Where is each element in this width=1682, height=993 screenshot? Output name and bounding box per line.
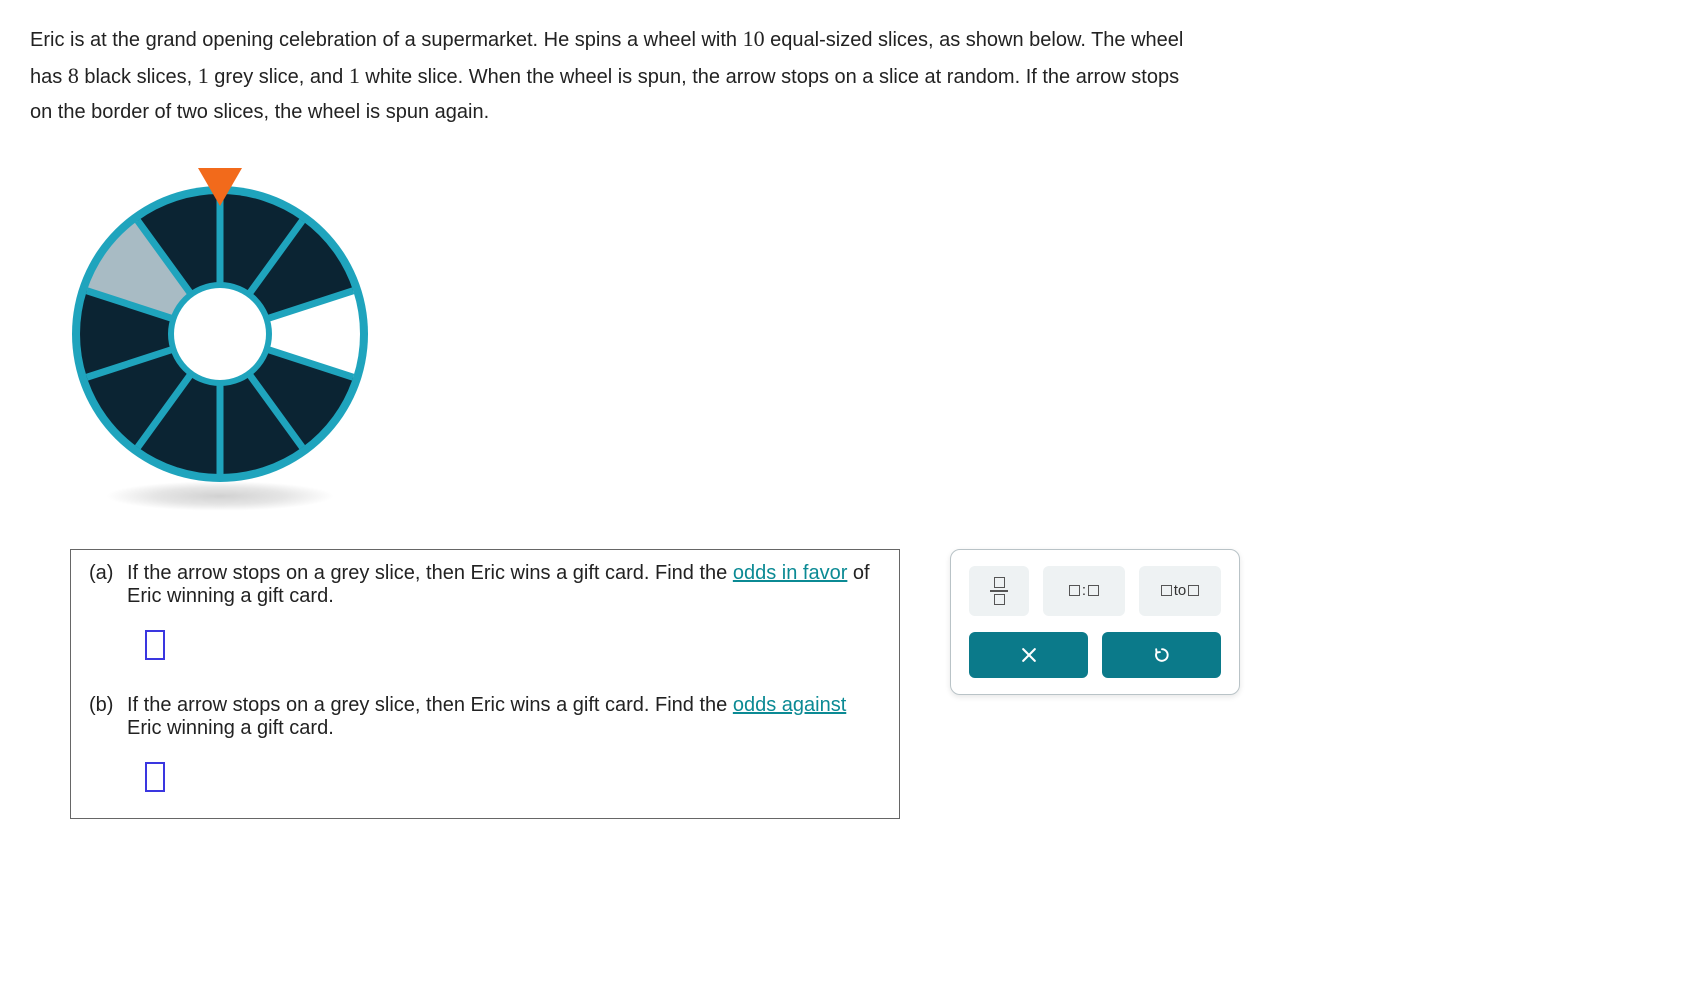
spinner-wheel — [60, 149, 380, 519]
part-b-label: (b) — [89, 694, 127, 798]
input-toolbox: : to — [950, 549, 1240, 695]
ratio-sep: : — [1082, 582, 1086, 599]
part-a-input[interactable] — [145, 630, 165, 660]
text: on the border of two slices, the wheel i… — [30, 101, 489, 123]
part-b-text: If the arrow stops on a grey slice, then… — [127, 694, 733, 716]
ratio-button[interactable]: : — [1043, 566, 1125, 616]
undo-icon — [1152, 645, 1172, 665]
odds-in-favor-link[interactable]: odds in favor — [733, 562, 848, 584]
text: grey slice, and — [209, 66, 349, 88]
text: has — [30, 66, 68, 88]
text: black slices, — [79, 66, 198, 88]
wheel-shadow — [105, 481, 335, 511]
reset-button[interactable] — [1102, 632, 1221, 678]
number-8: 8 — [68, 63, 79, 88]
to-word: to — [1174, 582, 1187, 599]
wheel-svg — [60, 149, 380, 489]
text: Eric is at the grand opening celebration… — [30, 29, 743, 51]
odds-against-link[interactable]: odds against — [733, 694, 846, 716]
number-1: 1 — [198, 63, 209, 88]
problem-statement: Eric is at the grand opening celebration… — [30, 20, 1652, 129]
text: white slice. When the wheel is spun, the… — [360, 66, 1179, 88]
part-a: (a) If the arrow stops on a grey slice, … — [89, 562, 881, 666]
close-icon — [1019, 645, 1039, 665]
part-a-text: If the arrow stops on a grey slice, then… — [127, 562, 733, 584]
text: equal-sized slices, as shown below. The … — [765, 29, 1184, 51]
part-b-after: Eric winning a gift card. — [127, 717, 334, 739]
clear-button[interactable] — [969, 632, 1088, 678]
part-b-input[interactable] — [145, 762, 165, 792]
part-b: (b) If the arrow stops on a grey slice, … — [89, 694, 881, 798]
part-a-label: (a) — [89, 562, 127, 666]
number-1b: 1 — [349, 63, 360, 88]
fraction-button[interactable] — [969, 566, 1029, 616]
to-button[interactable]: to — [1139, 566, 1221, 616]
answer-panel: (a) If the arrow stops on a grey slice, … — [70, 549, 900, 819]
number-10: 10 — [743, 26, 765, 51]
